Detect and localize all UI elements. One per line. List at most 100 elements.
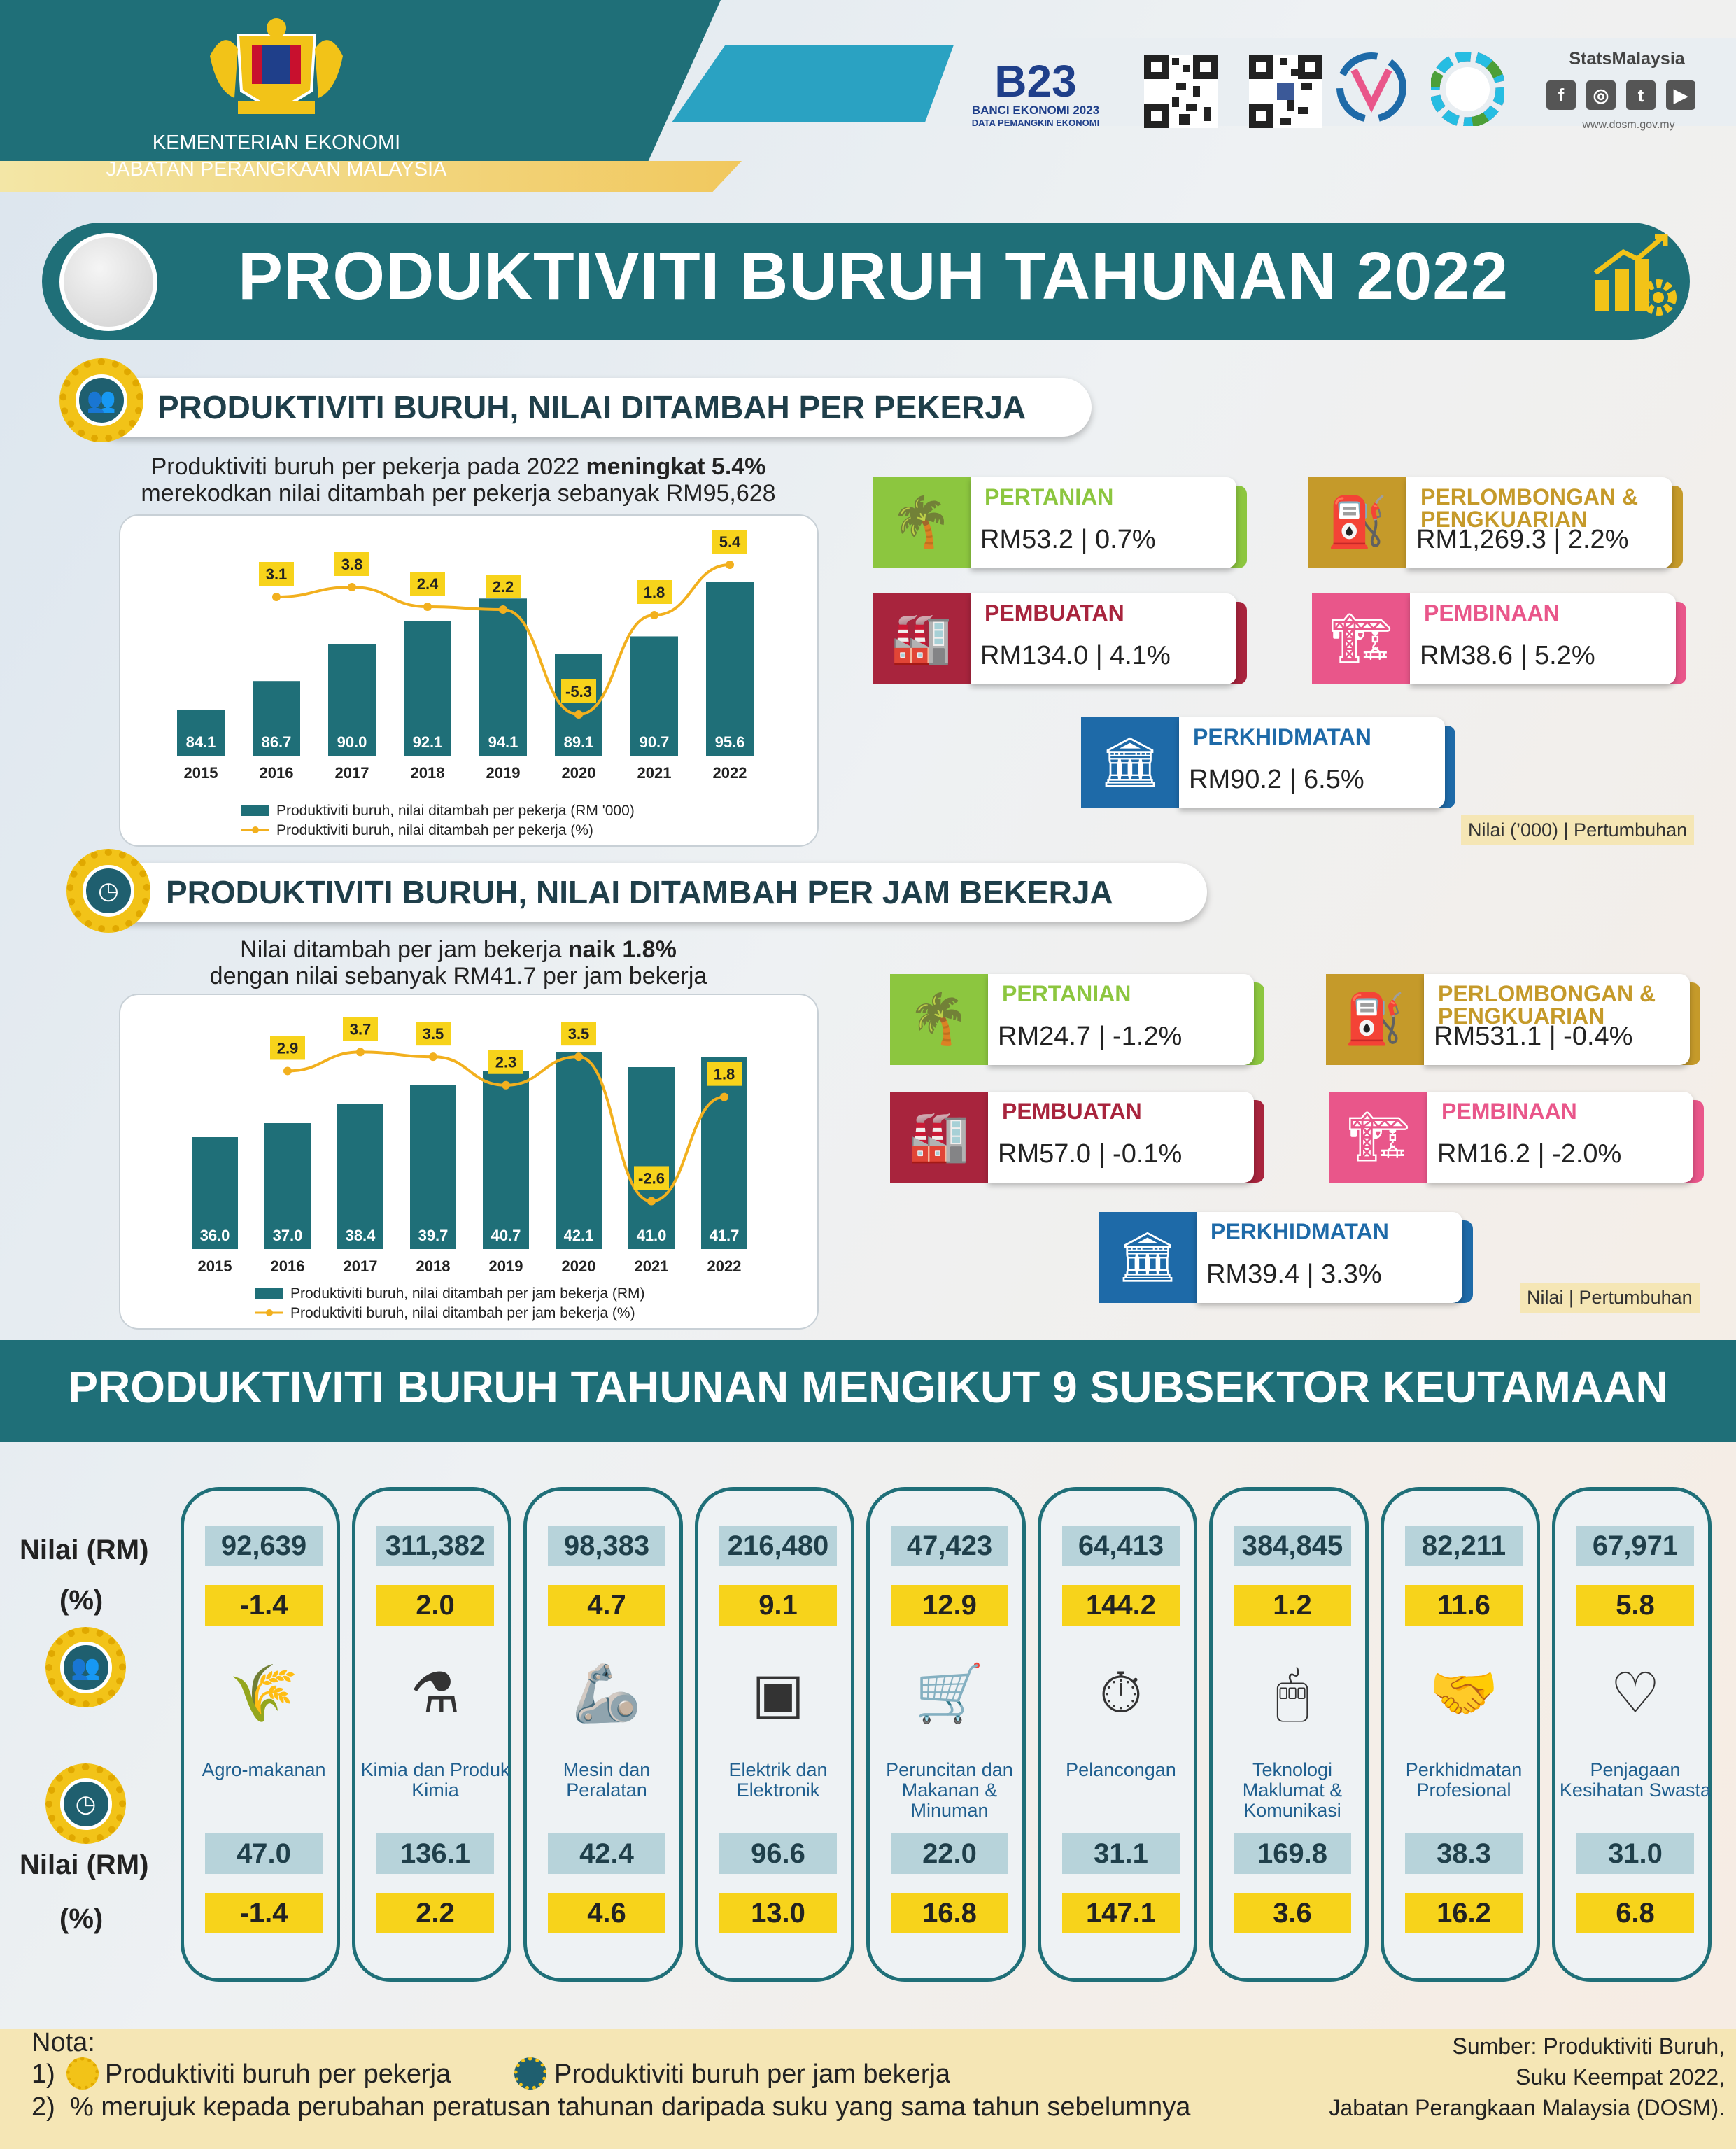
pct-point xyxy=(272,593,281,601)
wheat-icon: 🌾 xyxy=(229,1662,299,1724)
hour-pct: 6.8 xyxy=(1576,1893,1694,1933)
hour-pct: 16.2 xyxy=(1405,1893,1523,1933)
bar-value-label: 38.4 xyxy=(346,1227,376,1244)
bar xyxy=(701,1057,747,1249)
pct-label: 2.4 xyxy=(417,575,439,593)
pct-label: 1.8 xyxy=(644,584,665,601)
source-line3: Jabatan Perangkaan Malaysia (DOSM). xyxy=(1329,2095,1725,2120)
bar-value-label: 90.0 xyxy=(337,733,367,751)
pct-label-box xyxy=(410,572,445,596)
oil-rig-icon: ⛽ xyxy=(1326,974,1424,1065)
worker-value: 98,383 xyxy=(548,1526,665,1566)
factory-icon: 🏭 xyxy=(890,1092,988,1183)
bar xyxy=(177,710,225,756)
section2-intro-text: Nilai ditambah per jam bekerja xyxy=(240,936,568,963)
sector-value: RM16.2 | -2.0% xyxy=(1437,1139,1622,1169)
sector-card-0: 🌴 PERTANIAN RM53.2 | 0.7% xyxy=(873,477,1250,568)
compass-icon: ⏱ xyxy=(1099,1662,1143,1724)
row-label-hour-value: Nilai (RM) xyxy=(20,1849,149,1880)
sector-value: RM24.7 | -1.2% xyxy=(998,1022,1183,1051)
youtube-icon[interactable]: ▶ xyxy=(1666,80,1695,110)
note1-worker: Produktiviti buruh per pekerja xyxy=(105,2059,451,2089)
subsector-column: 47,423 12.9 🛒 Peruncitan dan Makanan & Minu… xyxy=(866,1487,1026,1982)
subsector-column: 98,383 4.7 🦾 Mesin dan Peralatan 42.4 4.6 xyxy=(523,1487,683,1982)
subsector-label: Peruncitan dan Makanan & Minuman xyxy=(886,1759,1013,1821)
robot-arm-icon: 🦾 xyxy=(572,1662,642,1724)
ministry-line-2: JABATAN PERANGKAAN MALAYSIA xyxy=(106,158,447,181)
hour-pct: -1.4 xyxy=(205,1893,323,1933)
hour-pct: 13.0 xyxy=(719,1893,837,1933)
legend-line-label: Produktiviti buruh, nilai ditambah per p… xyxy=(276,822,593,838)
subsector-label: Mesin dan Peralatan xyxy=(563,1759,651,1801)
pct-point xyxy=(499,605,507,614)
subsector-label: Agro-makanan xyxy=(202,1759,326,1780)
instagram-icon[interactable]: ◎ xyxy=(1586,80,1616,110)
sector-name: PEMBINAAN xyxy=(1424,600,1560,626)
subsector-band xyxy=(0,1340,1736,1442)
pct-point xyxy=(720,1092,728,1101)
sector-name: PERLOMBONGAN & PENGKUARIAN xyxy=(1420,484,1639,532)
worker-pct: 2.0 xyxy=(376,1585,494,1626)
pct-label: 3.5 xyxy=(568,1025,590,1043)
x-tick-label: 2019 xyxy=(486,764,521,782)
stats-malaysia-brand: StatsMalaysia xyxy=(1569,49,1685,69)
bar xyxy=(628,1067,675,1249)
factory-icon: 🏭 xyxy=(873,593,971,684)
note2-number: 2) xyxy=(31,2092,55,2122)
hour-value: 31.1 xyxy=(1062,1833,1180,1874)
qr-code-facebook-icon[interactable] xyxy=(1249,55,1322,128)
subsector-label: Elektrik dan Elektronik xyxy=(728,1759,828,1801)
per-worker-row-gear-icon: 👥 xyxy=(45,1627,126,1707)
sector-card-body: PEMBINAAN RM38.6 | 5.2% xyxy=(1410,593,1676,684)
x-tick-label: 2016 xyxy=(260,764,294,782)
sector-card-body: PEMBUATAN RM134.0 | 4.1% xyxy=(971,593,1236,684)
banci-logo-mark: B23 xyxy=(994,55,1077,106)
bar-value-label: 37.0 xyxy=(273,1227,303,1244)
hour-value: 169.8 xyxy=(1234,1833,1351,1874)
qr-code-icon[interactable] xyxy=(1144,55,1218,128)
pct-label: 1.8 xyxy=(714,1066,735,1083)
palm-icon: 🌴 xyxy=(890,974,988,1065)
hour-value: 136.1 xyxy=(376,1833,494,1874)
worker-pct: 144.2 xyxy=(1062,1585,1180,1626)
website-url[interactable]: www.dosm.gov.my xyxy=(1582,119,1675,131)
twitter-icon[interactable]: t xyxy=(1626,80,1656,110)
note2-text: % merujuk kepada perubahan peratusan tah… xyxy=(70,2092,1191,2122)
bar xyxy=(337,1104,383,1249)
pct-point xyxy=(650,611,658,619)
hour-value: 38.3 xyxy=(1405,1833,1523,1874)
bar xyxy=(192,1137,238,1249)
header-band xyxy=(0,0,721,192)
legend-line-marker xyxy=(252,826,259,833)
bar xyxy=(630,636,678,756)
banci-logo-line2: DATA PEMANGKIN EKONOMI xyxy=(971,117,1100,128)
sector-card-body: PEMBINAAN RM16.2 | -2.0% xyxy=(1427,1092,1693,1183)
x-tick-label: 2017 xyxy=(335,764,369,782)
bar xyxy=(479,598,527,756)
chip-icon: ▣ xyxy=(751,1662,805,1724)
source-line1: Sumber: Produktiviti Buruh, xyxy=(1452,2034,1726,2059)
notes-title: Nota: xyxy=(31,2028,95,2057)
row-label-worker-pct: (%) xyxy=(59,1585,104,1616)
bar xyxy=(404,621,451,756)
row-label-worker-value: Nilai (RM) xyxy=(20,1535,149,1565)
sector-value: RM53.2 | 0.7% xyxy=(980,525,1156,554)
sector-card-4: 🏛 PERKHIDMATAN RM90.2 | 6.5% xyxy=(1081,717,1459,808)
pct-label-box xyxy=(561,679,596,703)
subsector-label: Perkhidmatan Profesional xyxy=(1405,1759,1523,1801)
note1-hour: Produktiviti buruh per jam bekerja xyxy=(554,2059,951,2089)
legend-bar-label: Produktiviti buruh, nilai ditambah per j… xyxy=(290,1285,645,1302)
pct-label-box xyxy=(712,530,747,554)
chart-per-hour: 36.0 2015 37.0 2016 38.4 2017 39.7 2018 40.7 2019… xyxy=(192,1017,747,1321)
sector-card-body: PEMBUATAN RM57.0 | -0.1% xyxy=(988,1092,1254,1183)
service-icon: 🏛 xyxy=(1081,717,1179,808)
facebook-icon[interactable]: f xyxy=(1546,80,1576,110)
sector-name: PERTANIAN xyxy=(1002,981,1131,1006)
pct-label-box xyxy=(634,1166,669,1190)
bar-value-label: 94.1 xyxy=(488,733,518,751)
pct-label: 2.3 xyxy=(495,1054,517,1071)
section2-intro-line2: dengan nilai sebanyak RM41.7 per jam bek… xyxy=(209,963,707,989)
hour-value: 42.4 xyxy=(548,1833,665,1874)
hour-pct: 3.6 xyxy=(1234,1893,1351,1933)
section1-legend: Nilai (’000) | Pertumbuhan xyxy=(1461,815,1695,845)
